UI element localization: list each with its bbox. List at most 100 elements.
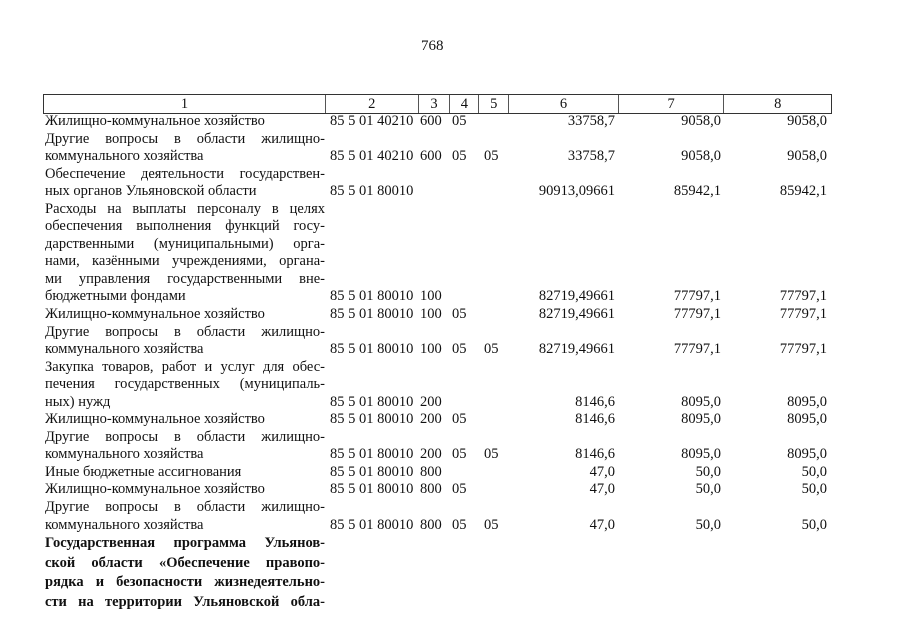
- code-cell: 85 5 01 40210: [330, 113, 414, 129]
- subsection-cell: [484, 113, 512, 131]
- expense-type-cell: 600: [420, 113, 442, 129]
- description-line: Закупка товаров, работ и услуг для обес-: [45, 358, 325, 375]
- amount-col-8: 50,0: [801, 463, 827, 480]
- section-cell: [452, 288, 484, 306]
- amount-col-7: 50,0: [695, 481, 721, 498]
- table-row: Жилищно-коммунальное хозяйство 85 5 01 80…: [45, 306, 835, 324]
- amount-col-6: 47,0: [589, 481, 615, 498]
- expense-type-cell: [420, 183, 452, 201]
- row-description: Другие вопросы в области жилищно-коммуна…: [45, 429, 325, 464]
- table-body: Жилищно-коммунальное хозяйство 85 5 01 40…: [45, 113, 835, 612]
- amount-col-6: 33758,7: [567, 148, 615, 165]
- amount-col-6: 82719,49661: [538, 306, 615, 323]
- amount-col-8: 77797,1: [779, 306, 827, 323]
- section-cell: 05: [452, 148, 467, 165]
- amount-col-7: 9058,0: [681, 113, 721, 129]
- table-header: 1 2 3 4 5 6 7 8: [43, 94, 832, 114]
- description-line: обеспечения выполнения функций госу-: [45, 218, 325, 235]
- description-line: Жилищно-коммунальное хозяйство: [45, 306, 265, 323]
- expense-type-cell: 800: [420, 481, 442, 498]
- amount-col-7: 8095,0: [681, 411, 721, 428]
- code-cell: [325, 593, 420, 613]
- amount-col-7: 77797,1: [673, 288, 721, 305]
- row-description: Жилищно-коммунальное хозяйство: [45, 113, 325, 131]
- code-cell: 85 5 01 80010: [330, 393, 414, 410]
- table-row: Обеспечение деятельности государствен-ны…: [45, 166, 835, 201]
- amount-col-6: 82719,49661: [538, 341, 615, 358]
- description-line: ных) нужд: [45, 393, 111, 410]
- amount-col-6: 47,0: [589, 516, 615, 533]
- code-cell: 85 5 01 80010: [330, 463, 414, 480]
- expense-type-cell: 200: [420, 446, 442, 463]
- row-description: Другие вопросы в области жилищно-коммуна…: [45, 324, 325, 359]
- amount-col-8: 50,0: [801, 481, 827, 498]
- table-row: Жилищно-коммунальное хозяйство 85 5 01 40…: [45, 113, 835, 131]
- subsection-cell: [484, 183, 512, 201]
- amount-col-6: 82719,49661: [538, 288, 615, 305]
- subsection-cell: 05: [484, 446, 499, 463]
- code-cell: 85 5 01 80010: [330, 341, 414, 358]
- header-col-2: 2: [326, 95, 419, 113]
- amount-col-7: 50,0: [695, 463, 721, 480]
- code-cell: 85 5 01 80010: [330, 183, 414, 200]
- header-col-8: 8: [774, 96, 782, 112]
- expense-type-cell: 200: [420, 393, 442, 410]
- section-cell: [452, 394, 484, 412]
- amount-col-8: [721, 593, 827, 613]
- table-row: Другие вопросы в области жилищно-коммуна…: [45, 429, 835, 464]
- header-col-3: 3: [419, 95, 451, 113]
- description-line: бюджетными фондами: [45, 288, 186, 305]
- expense-type-cell: [420, 593, 452, 613]
- description-line: дарственными (муниципальными) орга-: [45, 235, 325, 252]
- expense-type-cell: 200: [420, 411, 442, 428]
- table-row: Расходы на выплаты персоналу в целях обес…: [45, 201, 835, 306]
- expense-type-cell: 800: [420, 463, 442, 480]
- description-line: Другие вопросы в области жилищно-: [45, 428, 325, 445]
- amount-col-6: 47,0: [589, 463, 615, 480]
- row-description: Жилищно-коммунальное хозяйство: [45, 481, 325, 499]
- section-cell: [452, 183, 484, 201]
- amount-col-6: 8146,6: [575, 393, 615, 410]
- table-row: Закупка товаров, работ и услуг для обес-…: [45, 359, 835, 412]
- expense-type-cell: 100: [420, 306, 442, 323]
- subsection-cell: 05: [484, 341, 499, 358]
- description-line: Обеспечение деятельности государствен-: [45, 165, 325, 182]
- description-line: ской области «Обеспечение правопо-: [45, 554, 325, 571]
- row-description: Другие вопросы в области жилищно-коммуна…: [45, 499, 325, 534]
- section-cell: 05: [452, 411, 467, 428]
- amount-col-8: 77797,1: [779, 288, 827, 305]
- description-line: коммунального хозяйства: [45, 516, 204, 533]
- row-description: Другие вопросы в области жилищно-коммуна…: [45, 131, 325, 166]
- amount-col-7: 8095,0: [681, 393, 721, 410]
- section-cell: [452, 593, 484, 613]
- description-line: сти на территории Ульяновской обла-: [45, 593, 325, 610]
- amount-col-6: 33758,7: [567, 113, 615, 129]
- subsection-cell: 05: [484, 516, 499, 533]
- amount-col-7: 77797,1: [673, 306, 721, 323]
- table-row: Жилищно-коммунальное хозяйство 85 5 01 80…: [45, 411, 835, 429]
- code-cell: 85 5 01 40210: [330, 148, 414, 165]
- subsection-cell: [484, 288, 512, 306]
- amount-col-8: 9058,0: [787, 113, 827, 129]
- expense-type-cell: 600: [420, 148, 442, 165]
- section-cell: 05: [452, 306, 467, 323]
- row-description: Расходы на выплаты персоналу в целях обес…: [45, 201, 325, 306]
- description-line: Другие вопросы в области жилищно-: [45, 499, 325, 516]
- table-row: Государственная программа Ульянов-ской о…: [45, 534, 835, 612]
- description-line: печения государственных (муниципаль-: [45, 376, 325, 393]
- description-line: рядка и безопасности жизнедеятельно-: [45, 574, 325, 591]
- expense-type-cell: 800: [420, 516, 442, 533]
- subsection-cell: [484, 411, 512, 429]
- amount-col-6: [512, 593, 615, 613]
- table-row: Жилищно-коммунальное хозяйство 85 5 01 80…: [45, 481, 835, 499]
- header-col-7: 7: [619, 95, 725, 113]
- code-cell: 85 5 01 80010: [330, 446, 414, 463]
- header-col-1: 1: [44, 95, 326, 113]
- section-cell: 05: [452, 516, 467, 533]
- description-line: ми управления государственными вне-: [45, 270, 325, 287]
- amount-col-8: 8095,0: [787, 411, 827, 428]
- amount-col-8: 8095,0: [787, 446, 827, 463]
- subsection-cell: [484, 306, 512, 324]
- row-description: Иные бюджетные ассигнования: [45, 464, 325, 482]
- description-line: коммунального хозяйства: [45, 148, 204, 165]
